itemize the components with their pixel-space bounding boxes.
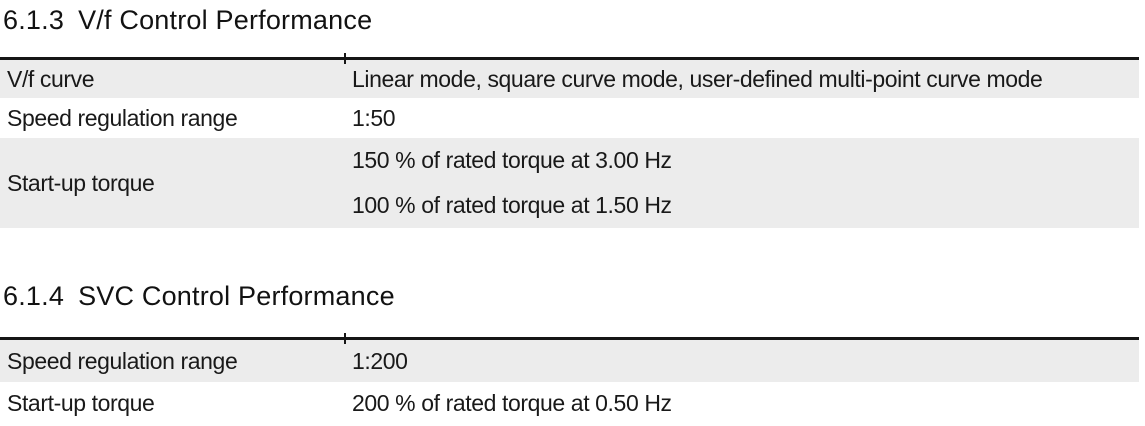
row-value-cell: 1:200: [345, 340, 1139, 382]
row-value: Linear mode, square curve mode, user-def…: [352, 65, 1043, 92]
row-label: Start-up torque: [7, 169, 155, 196]
table-row: Start-up torque 200 % of rated torque at…: [0, 382, 1139, 424]
row-value: 1:200: [352, 347, 408, 374]
row-label: V/f curve: [7, 65, 95, 92]
row-value-cell: 200 % of rated torque at 0.50 Hz: [345, 382, 1139, 424]
row-value: 150 % of rated torque at 3.00 Hz: [352, 147, 672, 173]
section-title: V/f Control Performance: [78, 5, 373, 35]
section-number: 6.1.3: [3, 5, 65, 35]
column-divider-tick: [344, 333, 346, 344]
row-value-cell: Linear mode, square curve mode, user-def…: [345, 60, 1139, 98]
section-title: SVC Control Performance: [78, 281, 395, 311]
section-number: 6.1.4: [3, 281, 65, 311]
column-divider-tick: [344, 53, 346, 64]
section-heading-vf-control: 6.1.3 V/f Control Performance: [3, 5, 1145, 36]
svc-control-spec-table: Speed regulation range 1:200 Start-up to…: [0, 333, 1139, 424]
row-value: 100 % of rated torque at 1.50 Hz: [352, 192, 672, 218]
section-heading-svc-control: 6.1.4 SVC Control Performance: [3, 281, 1145, 312]
document-page: 6.1.3 V/f Control Performance V/f curve L…: [0, 5, 1145, 424]
table-row: Speed regulation range 1:200: [0, 340, 1139, 382]
table-row: V/f curve Linear mode, square curve mode…: [0, 60, 1139, 98]
row-value: 200 % of rated torque at 0.50 Hz: [352, 389, 672, 416]
row-label: Speed regulation range: [7, 347, 238, 374]
row-value-cell: 1:50: [345, 98, 1139, 138]
vf-control-spec-table: V/f curve Linear mode, square curve mode…: [0, 53, 1139, 228]
table-row: Speed regulation range 1:50: [0, 98, 1139, 138]
row-value-cell: 150 % of rated torque at 3.00 Hz 100 % o…: [345, 138, 1139, 228]
row-label: Start-up torque: [7, 389, 155, 416]
table-row: Start-up torque 150 % of rated torque at…: [0, 138, 1139, 228]
row-label: Speed regulation range: [7, 104, 238, 131]
row-value: 1:50: [352, 104, 396, 131]
